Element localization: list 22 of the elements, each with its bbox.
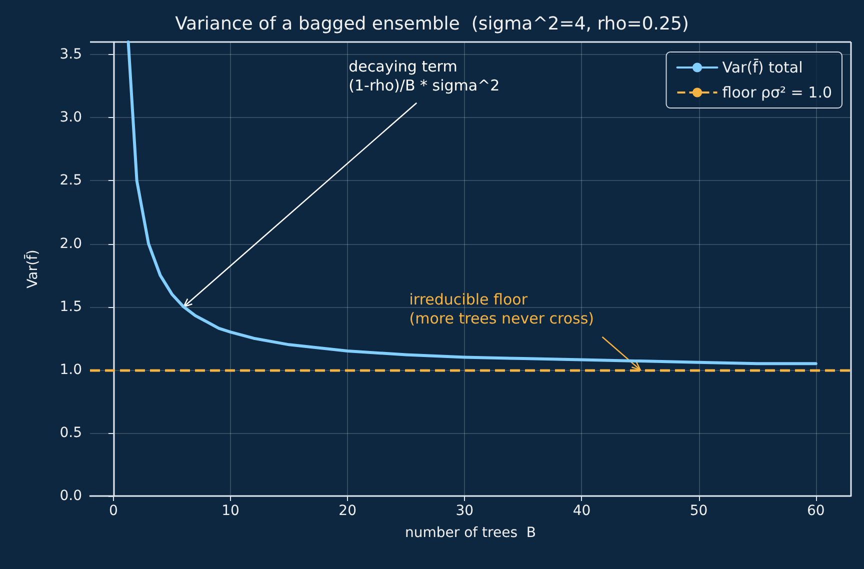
x-tick-label: 20: [338, 503, 356, 519]
x-tick-label: 40: [572, 503, 591, 519]
chart-title: Variance of a bagged ensemble (sigma^2=4, rho=0.25): [175, 14, 689, 34]
y-tick-label: 1.0: [60, 362, 82, 378]
legend-label: floor ρσ² = 1.0: [722, 84, 832, 102]
x-tick-label: 60: [806, 503, 825, 519]
y-tick-label: 3.0: [60, 110, 82, 126]
x-tick-label: 10: [222, 503, 240, 519]
legend-label: Var(f̄) total: [722, 58, 803, 76]
annotation: irreducible floor (more trees never cross): [409, 290, 594, 328]
x-tick-label: 0: [108, 503, 118, 519]
y-tick-label: 3.5: [60, 46, 82, 63]
x-tick-label: 50: [690, 503, 708, 519]
x-axis-title: number of trees B: [405, 525, 536, 541]
x-tick-label: 30: [456, 503, 474, 519]
y-tick-label: 0.5: [60, 424, 82, 441]
y-tick-label: 1.5: [60, 298, 82, 315]
y-tick-label: 2.5: [60, 172, 82, 189]
y-tick-label: 0.0: [60, 488, 82, 504]
annotation: decaying term (1-rho)/B * sigma^2: [348, 57, 500, 94]
y-axis-title: Var(f̄): [23, 250, 41, 288]
y-tick-label: 2.0: [60, 236, 82, 252]
